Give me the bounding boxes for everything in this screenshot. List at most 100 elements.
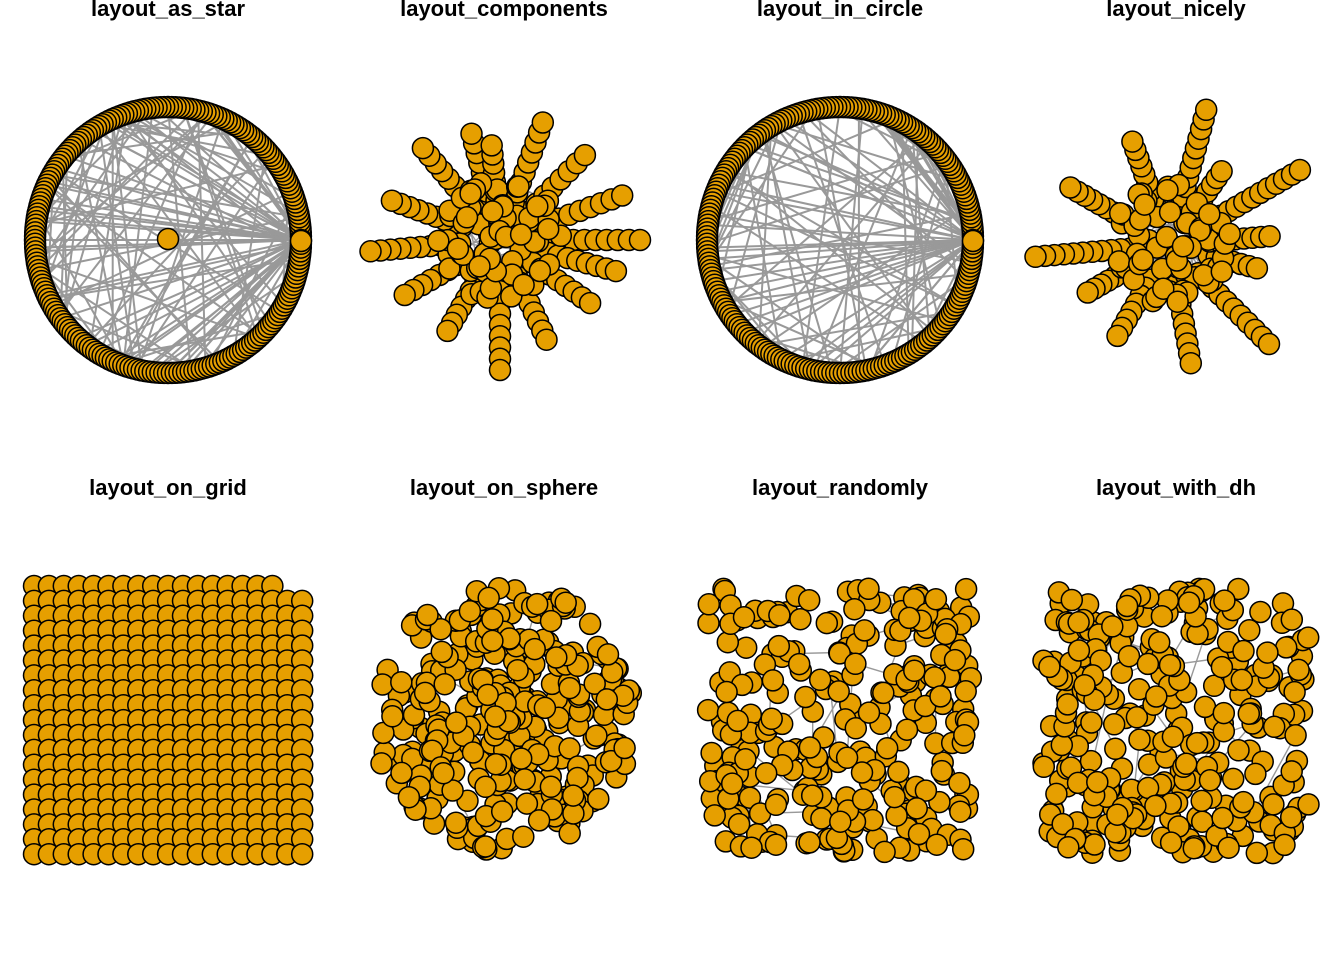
network-node [883, 785, 906, 809]
network-node [760, 707, 783, 731]
network-node [1244, 762, 1267, 786]
network-node [527, 809, 551, 832]
network-edge [944, 158, 959, 303]
network-edge [784, 118, 974, 241]
network-node [536, 217, 560, 241]
network-node [1166, 290, 1189, 313]
network-node [1121, 130, 1144, 153]
network-node [1212, 701, 1236, 725]
network-node [1198, 202, 1221, 226]
network-node [512, 273, 535, 297]
network-node [393, 283, 416, 307]
network-node [843, 597, 866, 621]
network-node [810, 807, 833, 830]
panel-title-with-dh: layout_with_dh [1095, 475, 1257, 500]
network-node [512, 825, 535, 848]
network-node [1249, 600, 1272, 624]
network-node [1262, 793, 1285, 816]
network-node [903, 659, 926, 683]
network-edge [92, 129, 302, 241]
network-node [455, 206, 479, 229]
network-edge [122, 107, 154, 366]
network-node [875, 737, 899, 760]
panel-title-randomly: layout_randomly [751, 475, 929, 500]
network-node [1217, 836, 1240, 859]
network-edge [743, 147, 783, 360]
network-edge [873, 110, 974, 241]
network-edge [39, 205, 302, 241]
network-node [1279, 805, 1303, 829]
network-node [461, 741, 485, 764]
network-node [850, 761, 874, 784]
network-node [531, 111, 555, 134]
network-node [1051, 812, 1074, 836]
network-node [578, 291, 602, 315]
network-node [1245, 841, 1269, 865]
network-node [513, 768, 536, 791]
network-node [715, 680, 738, 704]
network-node [943, 648, 967, 672]
network-node [1152, 277, 1175, 300]
network-node [1227, 739, 1250, 762]
network-node [1256, 641, 1279, 664]
network-node [1056, 693, 1079, 716]
network-node [1128, 728, 1151, 751]
network-node [289, 229, 313, 253]
network-node [1032, 755, 1056, 779]
network-node [1193, 695, 1217, 719]
network-node [433, 672, 456, 696]
network-node [573, 143, 597, 167]
network-node [1158, 200, 1182, 224]
network-edge [709, 212, 971, 268]
network-node [476, 683, 499, 707]
network-node [484, 752, 508, 776]
network-node [290, 842, 314, 866]
network-node [545, 646, 568, 669]
network-node [808, 668, 832, 692]
network-node [1107, 250, 1131, 273]
dh-layout-panel [1032, 577, 1320, 865]
network-node [430, 640, 454, 664]
sphere-layout-panel [370, 577, 643, 861]
network-node [525, 592, 549, 616]
network-node [703, 804, 726, 827]
network-node [558, 822, 581, 845]
network-node [1117, 644, 1141, 668]
network-node [1136, 652, 1160, 676]
network-node [1086, 770, 1109, 794]
network-edge [182, 107, 259, 339]
panel-title-in-circle: layout_in_circle [756, 0, 924, 21]
network-edge [708, 109, 815, 264]
network-node [1038, 655, 1061, 679]
network-node [1238, 619, 1261, 642]
network-node [1104, 737, 1127, 761]
network-node [1131, 248, 1154, 272]
network-node [1101, 615, 1124, 638]
network-node [528, 259, 552, 283]
network-node [515, 792, 539, 815]
network-node [1245, 257, 1269, 280]
network-edge [105, 121, 302, 241]
network-node [413, 681, 437, 705]
network-node [1258, 225, 1281, 248]
network-node [474, 775, 497, 799]
network-node [1106, 803, 1129, 826]
network-node [1059, 176, 1082, 199]
network-edge [861, 239, 974, 372]
network-edge [901, 122, 910, 354]
network-node [949, 800, 972, 823]
panel-title-on-grid: layout_on_grid [89, 475, 247, 500]
network-node [1161, 725, 1185, 749]
network-node [1297, 793, 1320, 816]
network-edge [910, 128, 931, 339]
network-node [488, 358, 512, 382]
network-node [732, 606, 756, 629]
network-node [835, 746, 859, 770]
network-node [726, 709, 749, 733]
network-node [740, 836, 763, 859]
network-node [961, 229, 985, 253]
network-node [411, 136, 435, 160]
network-node [477, 586, 500, 610]
network-edge [41, 197, 302, 241]
network-node [1230, 668, 1254, 692]
